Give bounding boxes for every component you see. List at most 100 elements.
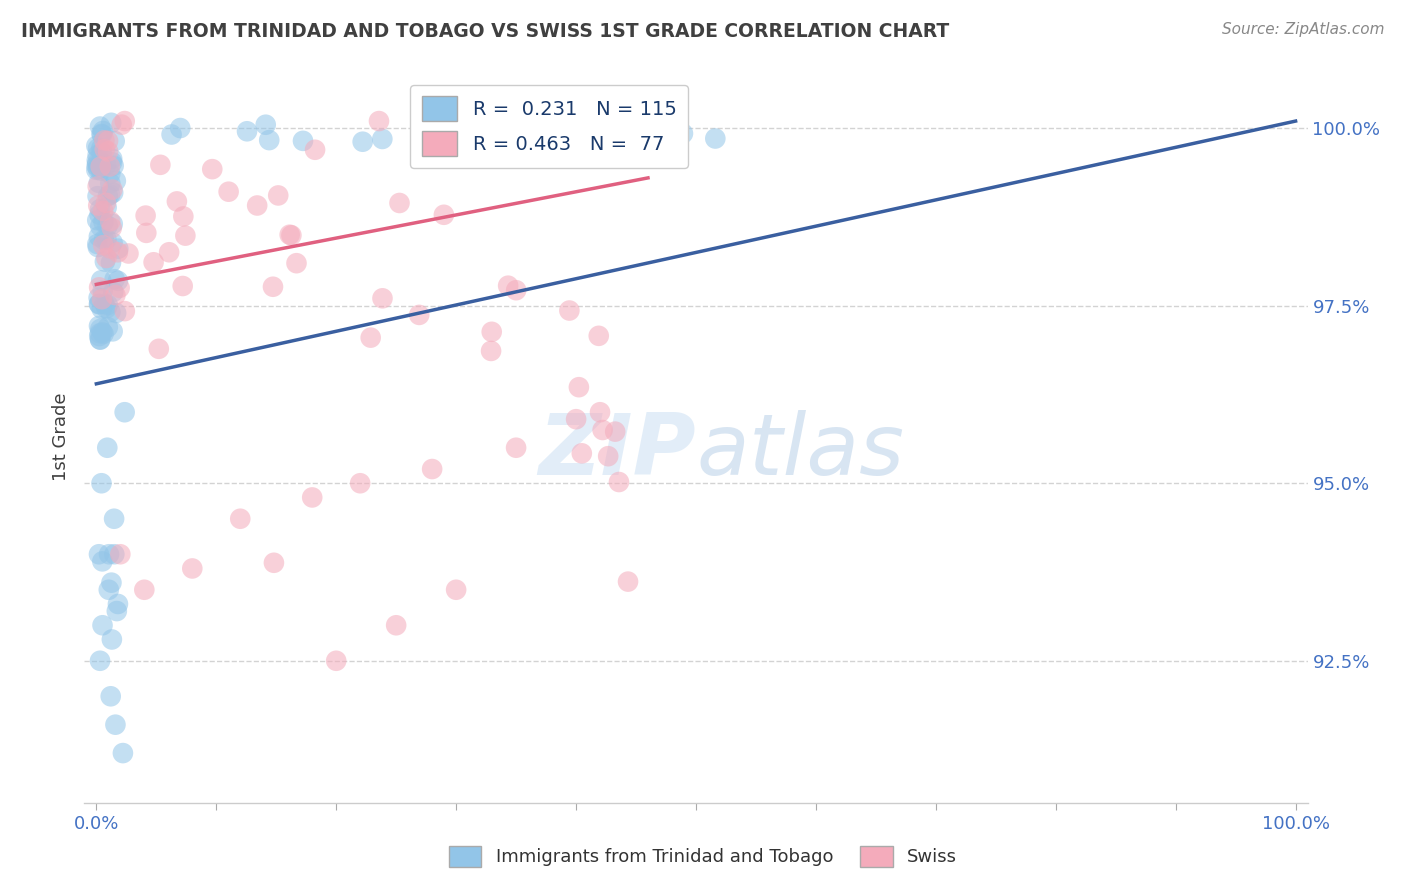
Point bbox=[149, 158, 172, 172]
Point bbox=[90, 476, 112, 491]
Point bbox=[166, 194, 188, 209]
Point bbox=[105, 306, 128, 320]
Point bbox=[100, 305, 122, 319]
Point bbox=[704, 131, 727, 145]
Point bbox=[90, 273, 112, 287]
Point bbox=[520, 116, 543, 130]
Point bbox=[257, 133, 280, 147]
Point bbox=[89, 219, 111, 234]
Point bbox=[98, 177, 121, 191]
Point bbox=[101, 152, 124, 166]
Point bbox=[568, 380, 591, 394]
Point bbox=[100, 575, 122, 590]
Point bbox=[558, 303, 581, 318]
Point bbox=[87, 229, 110, 244]
Point bbox=[433, 208, 456, 222]
Point bbox=[169, 121, 191, 136]
Point bbox=[280, 228, 302, 243]
Point bbox=[174, 228, 197, 243]
Point bbox=[91, 128, 114, 142]
Point bbox=[301, 491, 323, 505]
Point bbox=[93, 133, 115, 147]
Point bbox=[617, 574, 640, 589]
Point bbox=[408, 308, 430, 322]
Point bbox=[598, 449, 620, 463]
Point bbox=[101, 217, 124, 231]
Point bbox=[181, 561, 204, 575]
Point bbox=[157, 245, 180, 260]
Text: ZIP: ZIP bbox=[538, 410, 696, 493]
Point bbox=[86, 189, 108, 203]
Point bbox=[626, 128, 648, 142]
Point bbox=[388, 196, 411, 211]
Point bbox=[148, 342, 170, 356]
Point bbox=[90, 163, 112, 178]
Point bbox=[103, 186, 125, 200]
Point bbox=[89, 297, 111, 311]
Point bbox=[87, 240, 110, 254]
Point bbox=[101, 632, 124, 647]
Point bbox=[103, 285, 125, 299]
Legend: R =  0.231   N = 115, R = 0.463   N =  77: R = 0.231 N = 115, R = 0.463 N = 77 bbox=[411, 85, 688, 168]
Point bbox=[603, 128, 626, 143]
Point bbox=[135, 209, 157, 223]
Point bbox=[91, 325, 114, 339]
Point bbox=[100, 255, 122, 269]
Point bbox=[246, 198, 269, 212]
Point bbox=[86, 162, 108, 177]
Point bbox=[107, 242, 129, 256]
Point bbox=[91, 203, 114, 218]
Point bbox=[236, 124, 259, 138]
Point bbox=[98, 160, 121, 174]
Point bbox=[86, 153, 108, 168]
Point bbox=[91, 124, 114, 138]
Point bbox=[111, 746, 134, 760]
Point bbox=[89, 326, 111, 341]
Point bbox=[90, 160, 112, 174]
Point bbox=[97, 145, 120, 159]
Point bbox=[352, 135, 374, 149]
Point bbox=[97, 219, 120, 233]
Point bbox=[104, 272, 127, 286]
Point bbox=[89, 120, 111, 134]
Point bbox=[87, 297, 110, 311]
Point bbox=[360, 331, 382, 345]
Point bbox=[97, 582, 120, 597]
Point bbox=[107, 274, 129, 288]
Point bbox=[87, 280, 110, 294]
Point bbox=[107, 245, 129, 260]
Point bbox=[100, 116, 122, 130]
Point bbox=[263, 556, 285, 570]
Point bbox=[262, 279, 284, 293]
Point bbox=[571, 446, 593, 460]
Point bbox=[589, 405, 612, 419]
Point bbox=[368, 114, 391, 128]
Point bbox=[104, 134, 127, 148]
Point bbox=[86, 139, 108, 153]
Point bbox=[87, 547, 110, 561]
Point bbox=[304, 143, 326, 157]
Point bbox=[607, 475, 630, 489]
Text: Source: ZipAtlas.com: Source: ZipAtlas.com bbox=[1222, 22, 1385, 37]
Point bbox=[87, 141, 110, 155]
Point bbox=[86, 156, 108, 170]
Point bbox=[505, 441, 527, 455]
Point bbox=[291, 134, 314, 148]
Point bbox=[98, 241, 121, 255]
Y-axis label: 1st Grade: 1st Grade bbox=[52, 392, 70, 482]
Point bbox=[107, 597, 129, 611]
Point bbox=[142, 255, 165, 269]
Point bbox=[90, 156, 112, 170]
Point bbox=[479, 343, 502, 358]
Point bbox=[94, 158, 117, 172]
Point bbox=[91, 284, 114, 298]
Point bbox=[605, 425, 627, 439]
Point bbox=[103, 159, 125, 173]
Point bbox=[505, 283, 527, 297]
Point bbox=[278, 227, 301, 242]
Point bbox=[94, 254, 117, 268]
Point bbox=[91, 554, 114, 568]
Point bbox=[93, 233, 115, 247]
Point bbox=[371, 291, 394, 305]
Legend: Immigrants from Trinidad and Tobago, Swiss: Immigrants from Trinidad and Tobago, Swi… bbox=[441, 838, 965, 874]
